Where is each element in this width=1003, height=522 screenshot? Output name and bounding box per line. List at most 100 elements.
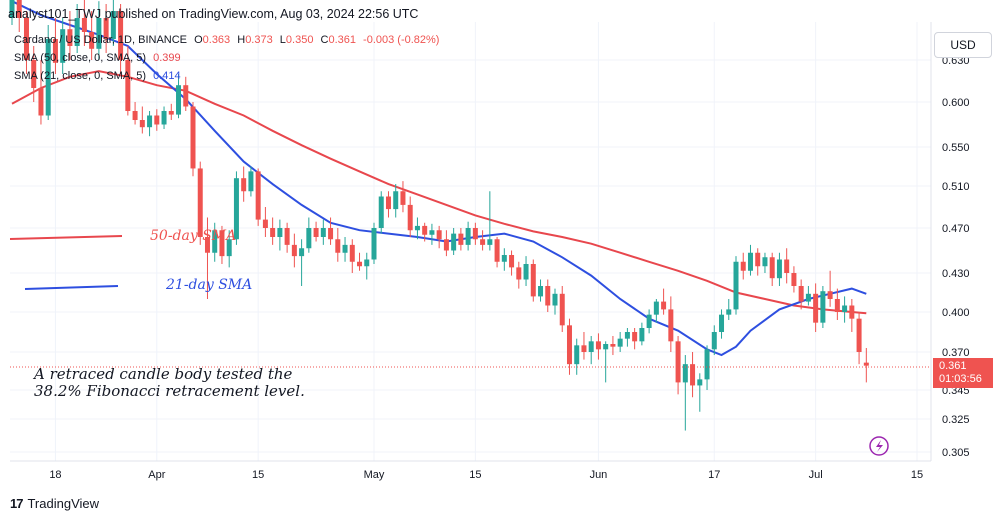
candle xyxy=(204,217,210,299)
sma50-label: SMA (50, close, 0, SMA, 5) xyxy=(14,52,147,64)
sma50-annotation: 50-day SMA xyxy=(150,228,236,244)
candle-body xyxy=(603,344,609,350)
candle xyxy=(588,336,594,365)
candle-body xyxy=(747,252,753,271)
candle-body xyxy=(458,233,464,245)
candle-body xyxy=(371,228,377,260)
candle xyxy=(349,239,355,273)
candle-body xyxy=(443,239,449,251)
candle xyxy=(96,1,102,60)
candle-body xyxy=(320,228,326,237)
candle xyxy=(704,345,710,390)
candle xyxy=(9,0,15,25)
candle-body xyxy=(690,364,696,386)
x-tick-label: Jun xyxy=(590,469,608,481)
candle xyxy=(530,259,536,302)
sma50-legend[interactable]: SMA (50, close, 0, SMA, 5) 0.399 xyxy=(14,52,181,64)
countdown: 01:03:56 xyxy=(939,373,982,385)
candle-body xyxy=(103,18,109,39)
candle-layer xyxy=(9,0,869,431)
candle xyxy=(67,11,73,60)
candle xyxy=(190,102,196,177)
currency-button[interactable]: USD xyxy=(934,32,992,58)
candle-body xyxy=(139,120,145,128)
candle-body xyxy=(849,305,855,319)
candle xyxy=(458,228,464,251)
y-tick-label: 0.325 xyxy=(942,414,970,426)
candle-body xyxy=(769,257,775,279)
candle xyxy=(711,325,717,356)
candle xyxy=(661,288,667,315)
candle xyxy=(451,228,457,255)
candle-body xyxy=(96,18,102,49)
y-tick-label: 0.370 xyxy=(942,347,970,359)
tradingview-footer[interactable]: 17 TradingView xyxy=(10,496,99,511)
candle xyxy=(81,0,87,46)
candle xyxy=(38,60,44,125)
candle xyxy=(60,18,66,74)
candle xyxy=(110,0,116,46)
candle xyxy=(161,106,167,129)
price-axis[interactable]: 0.630 0.600 0.550 0.510 0.470 0.430 0.400 0.370… xyxy=(942,55,970,459)
candle-body xyxy=(262,219,268,228)
candle-body xyxy=(436,230,442,240)
candle-body xyxy=(219,230,225,257)
candle-body xyxy=(255,171,261,220)
candle-body xyxy=(284,228,290,245)
candle xyxy=(762,252,768,273)
candle-body xyxy=(328,228,334,240)
candle-body xyxy=(566,325,572,365)
sma21-value: 0.414 xyxy=(153,70,181,82)
candle-body xyxy=(429,230,435,235)
last-price-tag: 0.361 01:03:56 xyxy=(933,358,993,388)
candle xyxy=(436,225,442,249)
candle-body xyxy=(407,204,413,231)
candle-body xyxy=(617,338,623,347)
y-tick-label: 0.345 xyxy=(942,385,970,397)
symbol-legend[interactable]: Cardano / US Dollar, 1D, BINANCE O0.363 … xyxy=(14,34,439,46)
candle-body xyxy=(595,341,601,350)
candle xyxy=(313,221,319,242)
candle xyxy=(581,332,587,360)
symbol-name: Cardano / US Dollar, 1D, BINANCE xyxy=(14,34,188,46)
y-tick-label: 0.600 xyxy=(942,97,970,109)
candle xyxy=(509,250,515,276)
y-tick-label: 0.430 xyxy=(942,268,970,280)
candle xyxy=(407,196,413,237)
candle-body xyxy=(16,0,22,18)
candle-body xyxy=(480,239,486,245)
candle xyxy=(393,184,399,218)
candle xyxy=(364,252,370,280)
candle xyxy=(494,237,500,268)
candle-body xyxy=(81,18,87,32)
candle xyxy=(834,288,840,320)
candle-body xyxy=(668,309,674,342)
candle-body xyxy=(357,261,363,267)
candle-body xyxy=(60,29,66,63)
candle-body xyxy=(820,291,826,323)
lightning-icon[interactable] xyxy=(869,436,889,456)
low-value: 0.350 xyxy=(285,34,314,46)
y-tick-label: 0.470 xyxy=(942,223,970,235)
candle-body xyxy=(226,239,232,257)
sma21-legend[interactable]: SMA (21, close, 0, SMA, 5) 0.414 xyxy=(14,70,181,82)
candle-body xyxy=(740,261,746,271)
candle xyxy=(378,191,384,234)
candle xyxy=(784,248,790,284)
candle-body xyxy=(400,191,406,205)
candle-body xyxy=(856,318,862,352)
candle-body xyxy=(719,314,725,332)
candle-body xyxy=(335,239,341,253)
candle xyxy=(176,74,182,119)
candle-body xyxy=(842,305,848,312)
candle xyxy=(603,341,609,383)
candle xyxy=(755,248,761,276)
candle xyxy=(183,76,189,111)
candle-body xyxy=(291,244,297,257)
time-axis[interactable]: 18Apr15May15Jun17Jul15Aug xyxy=(49,469,1003,481)
x-tick-label: 15 xyxy=(469,469,481,481)
annotation-line-2: 38.2% Fibonacci retracement level. xyxy=(34,382,305,400)
candle-body xyxy=(233,178,239,240)
candle xyxy=(132,102,138,125)
